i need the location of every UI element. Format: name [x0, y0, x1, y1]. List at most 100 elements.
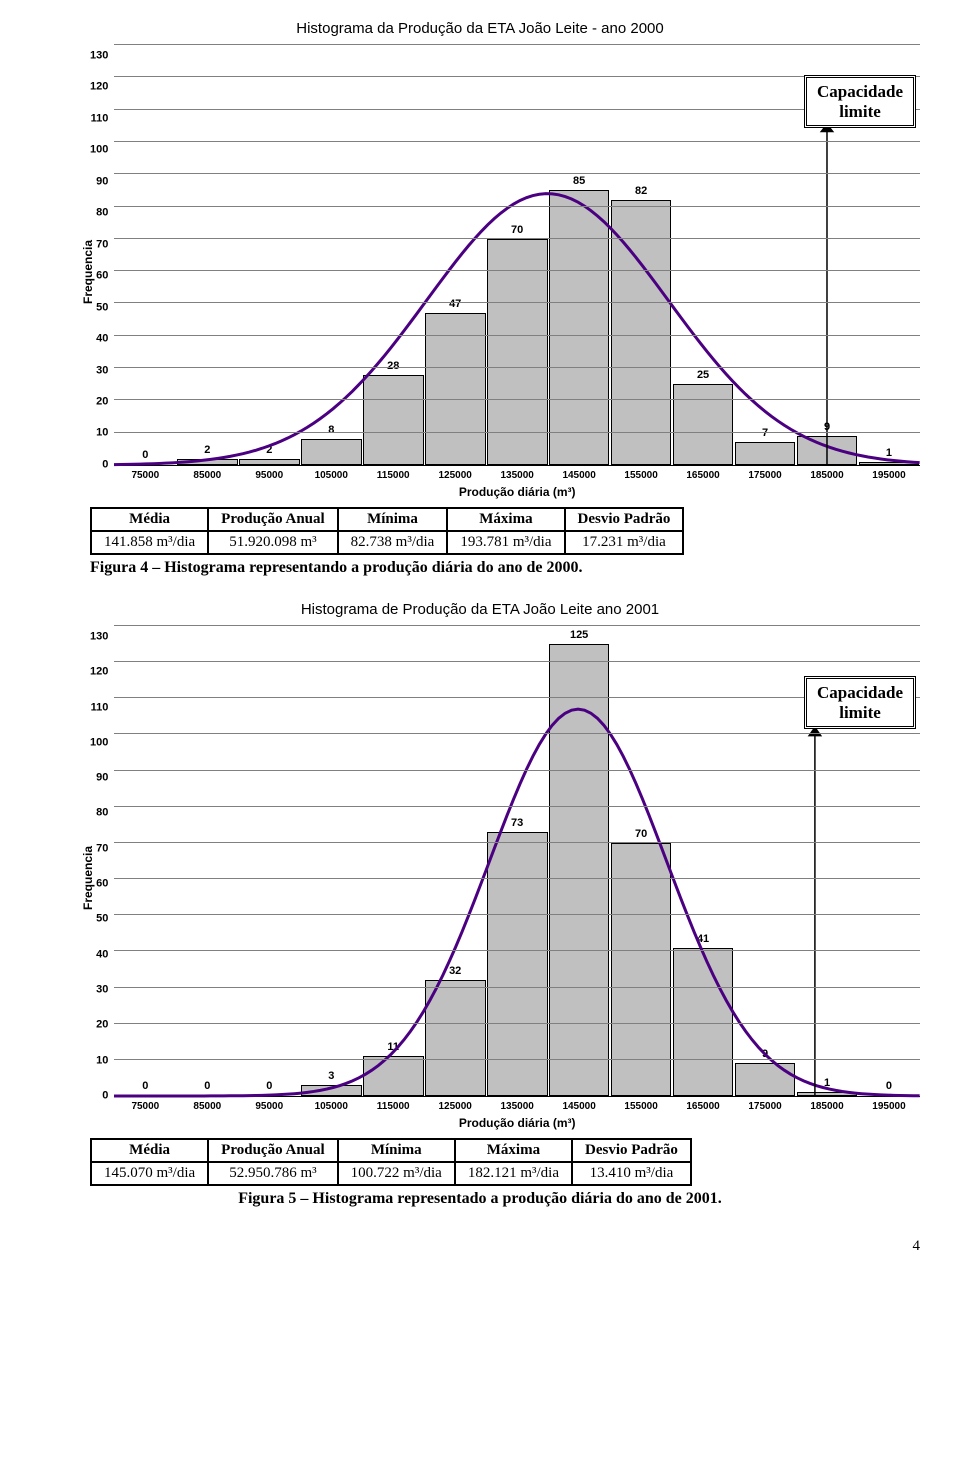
x-tick-labels: 7500085000950001050001150001250001350001…	[114, 1097, 920, 1112]
table-row: MédiaProdução AnualMínimaMáximaDesvio Pa…	[91, 1139, 691, 1162]
histogram-bar: 73	[487, 832, 548, 1096]
histogram-2000: Histograma da Produção da ETA João Leite…	[40, 20, 920, 577]
capacity-label-1: Capacidade	[817, 82, 903, 101]
histogram-bar: 7	[735, 442, 796, 465]
gridline	[114, 733, 920, 734]
y-tick: 30	[96, 365, 108, 376]
figure-caption: Figura 4 – Histograma representando a pr…	[90, 559, 920, 577]
x-tick: 105000	[300, 470, 362, 481]
bar-value-label: 125	[570, 629, 588, 641]
chart-canvas: Frequencia 01020304050607080901001101201…	[90, 626, 920, 1130]
y-tick: 120	[90, 667, 108, 678]
gridline	[114, 914, 920, 915]
bar-value-label: 8	[328, 424, 334, 436]
y-tick: 130	[90, 51, 108, 62]
x-tick: 195000	[858, 470, 920, 481]
stats-cell: 100.722 m³/dia	[338, 1162, 455, 1185]
bar-value-label: 32	[449, 965, 461, 977]
y-tick: 90	[96, 773, 108, 784]
gridline	[114, 270, 920, 271]
histogram-bar: 25	[673, 384, 734, 465]
bar-value-label: 0	[886, 1080, 892, 1092]
x-tick: 145000	[548, 470, 610, 481]
x-tick: 145000	[548, 1101, 610, 1112]
x-tick: 175000	[734, 470, 796, 481]
bar-value-label: 2	[266, 444, 272, 456]
stats-header: Produção Anual	[208, 1139, 338, 1162]
x-tick: 175000	[734, 1101, 796, 1112]
y-tick: 80	[96, 208, 108, 219]
capacity-label-2: limite	[839, 102, 881, 121]
x-tick: 195000	[858, 1101, 920, 1112]
chart-canvas: Frequencia 01020304050607080901001101201…	[90, 45, 920, 499]
x-tick: 105000	[300, 1101, 362, 1112]
stats-cell: 82.738 m³/dia	[338, 531, 448, 554]
x-tick: 165000	[672, 1101, 734, 1112]
histogram-bar: 9	[797, 436, 858, 465]
x-axis-label: Produção diária (m³)	[114, 485, 920, 499]
histogram-bar: 11	[363, 1056, 424, 1096]
x-tick: 125000	[424, 470, 486, 481]
x-tick: 85000	[176, 1101, 238, 1112]
y-tick: 100	[90, 737, 108, 748]
gridline	[114, 335, 920, 336]
stats-cell: 193.781 m³/dia	[447, 531, 564, 554]
bar-value-label: 47	[449, 298, 461, 310]
page-number: 4	[40, 1238, 920, 1255]
stats-header: Desvio Padrão	[565, 508, 684, 531]
bar-value-label: 85	[573, 175, 585, 187]
y-tick: 60	[96, 879, 108, 890]
y-tick: 110	[91, 702, 109, 713]
stats-cell: 52.950.786 m³	[208, 1162, 338, 1185]
table-row: 141.858 m³/dia51.920.098 m³82.738 m³/dia…	[91, 531, 683, 554]
histogram-bar: 2	[239, 459, 300, 465]
y-tick: 50	[96, 302, 108, 313]
y-tick: 80	[96, 808, 108, 819]
gridline	[114, 950, 920, 951]
gridline	[114, 1023, 920, 1024]
y-axis-label: Frequencia	[81, 846, 95, 910]
y-tick: 70	[96, 843, 108, 854]
stats-header: Produção Anual	[208, 508, 338, 531]
stats-cell: 145.070 m³/dia	[91, 1162, 208, 1185]
y-tick: 10	[96, 428, 108, 439]
capacity-label-2: limite	[839, 703, 881, 722]
capacity-limit-box: Capacidade limite	[804, 676, 916, 729]
chart-title: Histograma da Produção da ETA João Leite…	[40, 20, 920, 37]
bar-value-label: 70	[511, 224, 523, 236]
histogram-bar: 32	[425, 980, 486, 1096]
y-tick: 50	[96, 914, 108, 925]
y-tick: 100	[90, 145, 108, 156]
gridline	[114, 1059, 920, 1060]
table-row: MédiaProdução AnualMínimaMáximaDesvio Pa…	[91, 508, 683, 531]
y-tick: 70	[96, 239, 108, 250]
bar-value-label: 25	[697, 369, 709, 381]
y-tick: 40	[96, 334, 108, 345]
stats-table-2000: MédiaProdução AnualMínimaMáximaDesvio Pa…	[90, 507, 684, 555]
table-row: 145.070 m³/dia52.950.786 m³100.722 m³/di…	[91, 1162, 691, 1185]
gridline	[114, 44, 920, 45]
bar-value-label: 0	[142, 449, 148, 461]
gridline	[114, 770, 920, 771]
bar-value-label: 0	[204, 1080, 210, 1092]
gridline	[114, 173, 920, 174]
capacity-limit-box: Capacidade limite	[804, 75, 916, 128]
bar-value-label: 41	[697, 933, 709, 945]
y-tick: 120	[90, 82, 108, 93]
y-axis-label: Frequencia	[81, 240, 95, 304]
histogram-bar: 82	[611, 200, 672, 465]
figure-caption: Figura 5 – Histograma representado a pro…	[40, 1190, 920, 1208]
gridline	[114, 206, 920, 207]
gridline	[114, 878, 920, 879]
x-tick: 155000	[610, 1101, 672, 1112]
x-tick: 155000	[610, 470, 672, 481]
stats-cell: 182.121 m³/dia	[455, 1162, 572, 1185]
bar-value-label: 11	[387, 1041, 399, 1053]
bar-value-label: 7	[762, 427, 768, 439]
y-tick: 20	[96, 1020, 108, 1031]
stats-table-2001: MédiaProdução AnualMínimaMáximaDesvio Pa…	[90, 1138, 692, 1186]
histogram-bar: 28	[363, 375, 424, 465]
bar-value-label: 28	[387, 360, 399, 372]
y-tick: 20	[96, 396, 108, 407]
histogram-bar: 125	[549, 644, 610, 1096]
